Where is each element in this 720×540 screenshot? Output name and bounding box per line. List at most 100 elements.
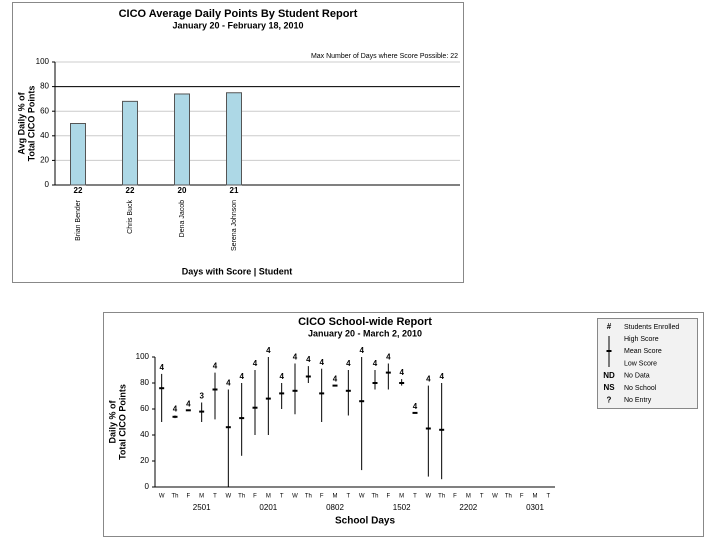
legend-label: No School — [624, 385, 657, 392]
x-tick-label: M — [199, 494, 204, 500]
bar — [122, 100, 138, 186]
x-tick-label: W — [292, 494, 298, 500]
y-tick-label: 100 — [136, 352, 150, 361]
students-label: 4 — [346, 359, 351, 368]
y-tick-label: 60 — [40, 106, 49, 115]
legend-label: Students Enrolled — [624, 324, 679, 331]
week-label: 0802 — [326, 503, 344, 512]
count-label: 20 — [178, 186, 187, 195]
legend-label: No Data — [624, 373, 650, 380]
students-label: 4 — [413, 402, 418, 411]
bar — [174, 93, 190, 186]
y-tick-label: 0 — [145, 482, 150, 491]
students-label: 4 — [319, 358, 324, 367]
x-tick-label: W — [492, 494, 498, 500]
bar — [70, 123, 86, 186]
students-label: 4 — [239, 372, 244, 381]
legend-symbol: ND — [603, 371, 615, 380]
students-label: 4 — [373, 359, 378, 368]
students-label: 4 — [333, 375, 338, 384]
x-tick-label: F — [253, 494, 257, 500]
y-tick-label: 60 — [140, 404, 149, 413]
x-tick-label: F — [186, 494, 190, 500]
students-label: 4 — [173, 405, 178, 414]
x-tick-label: F — [520, 494, 524, 500]
week-label: 2501 — [193, 503, 211, 512]
students-label: 4 — [213, 362, 218, 371]
students-label: 4 — [266, 346, 271, 355]
y-tick-label: 80 — [40, 82, 49, 91]
x-tick-label: M — [466, 494, 471, 500]
count-label: 22 — [74, 186, 83, 195]
students-label: 4 — [293, 353, 298, 362]
x-tick-label: Th — [171, 494, 178, 500]
week-label: 1502 — [393, 503, 411, 512]
y-axis-label: Avg Daily % of — [16, 91, 26, 154]
x-tick-label: Th — [305, 494, 312, 500]
x-tick-label: Serena Johnson — [231, 200, 238, 251]
x-tick-label: F — [453, 494, 457, 500]
y-axis-label: Total CICO Points — [26, 86, 36, 162]
x-tick-label: M — [533, 494, 538, 500]
y-axis-label: Daily % of — [107, 399, 117, 443]
bar — [226, 92, 242, 186]
x-tick-label: T — [346, 494, 350, 500]
x-tick-label: T — [213, 494, 217, 500]
x-tick-label: M — [399, 494, 404, 500]
x-tick-label: T — [546, 494, 550, 500]
students-label: 4 — [386, 353, 391, 362]
x-tick-label: Th — [238, 494, 245, 500]
chart-subtitle: January 20 - February 18, 2010 — [172, 20, 303, 30]
legend-symbol: NS — [603, 383, 615, 392]
students-label: 4 — [439, 372, 444, 381]
y-tick-label: 100 — [36, 57, 50, 66]
x-tick-label: F — [320, 494, 324, 500]
annotation: Max Number of Days where Score Possible:… — [311, 53, 458, 60]
legend-symbol: # — [607, 322, 612, 331]
x-axis-label: Days with Score | Student — [182, 266, 293, 276]
students-label: 4 — [253, 359, 258, 368]
x-tick-label: Chris Buck — [127, 200, 134, 234]
x-tick-label: W — [159, 494, 165, 500]
x-tick-label: Th — [371, 494, 378, 500]
y-tick-label: 0 — [45, 180, 50, 189]
chart-subtitle: January 20 - March 2, 2010 — [308, 328, 422, 338]
x-tick-label: W — [359, 494, 365, 500]
x-axis-label: School Days — [335, 516, 395, 527]
count-label: 21 — [230, 186, 239, 195]
week-label: 0301 — [526, 503, 544, 512]
x-tick-label: Th — [438, 494, 445, 500]
chart-title: CICO Average Daily Points By Student Rep… — [119, 8, 358, 20]
students-label: 4 — [159, 363, 164, 372]
x-tick-label: F — [386, 494, 390, 500]
y-tick-label: 20 — [140, 456, 149, 465]
x-tick-label: Dena Jacob — [179, 200, 186, 237]
x-tick-label: W — [225, 494, 231, 500]
x-tick-label: T — [413, 494, 417, 500]
y-tick-label: 40 — [140, 430, 149, 439]
x-tick-label: M — [266, 494, 271, 500]
x-tick-label: T — [280, 494, 284, 500]
x-tick-label: Brian Bender — [75, 199, 82, 241]
students-label: 4 — [399, 368, 404, 377]
students-label: 4 — [426, 375, 431, 384]
x-tick-label: Th — [505, 494, 512, 500]
y-axis-label: Total CICO Points — [117, 384, 127, 460]
legend-symbol: ? — [607, 395, 612, 404]
week-label: 2202 — [459, 503, 477, 512]
y-tick-label: 80 — [140, 378, 149, 387]
y-tick-label: 40 — [40, 131, 49, 140]
students-label: 3 — [199, 392, 204, 401]
students-label: 4 — [226, 379, 231, 388]
week-label: 0201 — [259, 503, 277, 512]
legend-label: No Entry — [624, 397, 652, 404]
chart-title: CICO School-wide Report — [298, 316, 432, 328]
students-label: 4 — [306, 355, 311, 364]
students-label: 4 — [186, 399, 191, 408]
legend-box — [597, 318, 698, 409]
legend-label: Low Score — [624, 360, 657, 367]
x-tick-label: W — [425, 494, 431, 500]
legend-label: High Score — [624, 336, 659, 343]
